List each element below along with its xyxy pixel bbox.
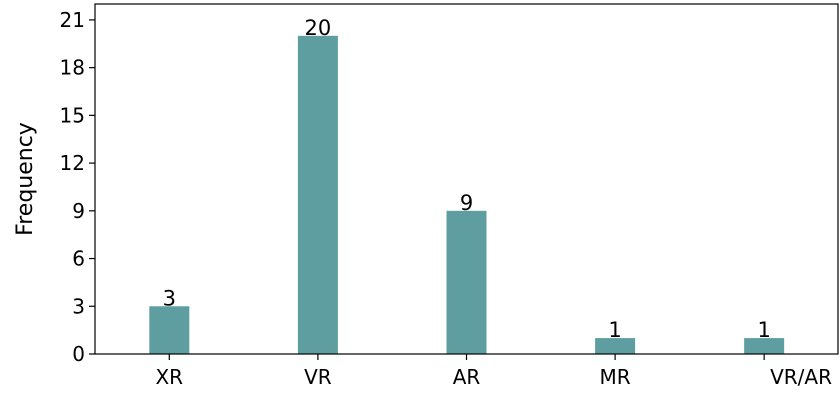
y-tick-label: 15	[60, 103, 85, 127]
x-tick-label: XR	[155, 365, 183, 389]
x-tick-label: VR/AR	[770, 365, 832, 389]
x-tick-label: MR	[600, 365, 631, 389]
bar-vr	[297, 35, 338, 355]
y-tick-label: 6	[72, 247, 85, 271]
y-axis-label: Frequency	[13, 122, 38, 236]
x-tick-label: VR	[304, 365, 332, 389]
data-labels-group: 3 20 9 1 1	[163, 16, 771, 342]
y-tick-label: 9	[72, 199, 85, 223]
data-label: 20	[305, 16, 332, 40]
plot-frame	[94, 3, 839, 355]
y-tick-label: 18	[60, 56, 85, 80]
y-tick-label: 3	[72, 294, 85, 318]
data-label: 3	[163, 286, 176, 310]
y-tick-label: 12	[60, 151, 85, 175]
bar-ar	[446, 210, 487, 354]
bar-vr-ar	[744, 338, 785, 354]
y-tick-label: 21	[60, 8, 85, 32]
bar-mr	[595, 338, 636, 354]
bar-xr	[149, 306, 190, 354]
data-label: 1	[608, 318, 621, 342]
data-label: 1	[757, 318, 770, 342]
x-axis: XR VR AR MR VR/AR	[155, 354, 832, 389]
x-tick-label: AR	[453, 365, 481, 389]
y-tick-label: 0	[72, 342, 85, 366]
bars-group	[149, 35, 785, 355]
y-axis: 0 3 6 9 12 15 18 21	[60, 8, 95, 366]
data-label: 9	[460, 191, 473, 215]
